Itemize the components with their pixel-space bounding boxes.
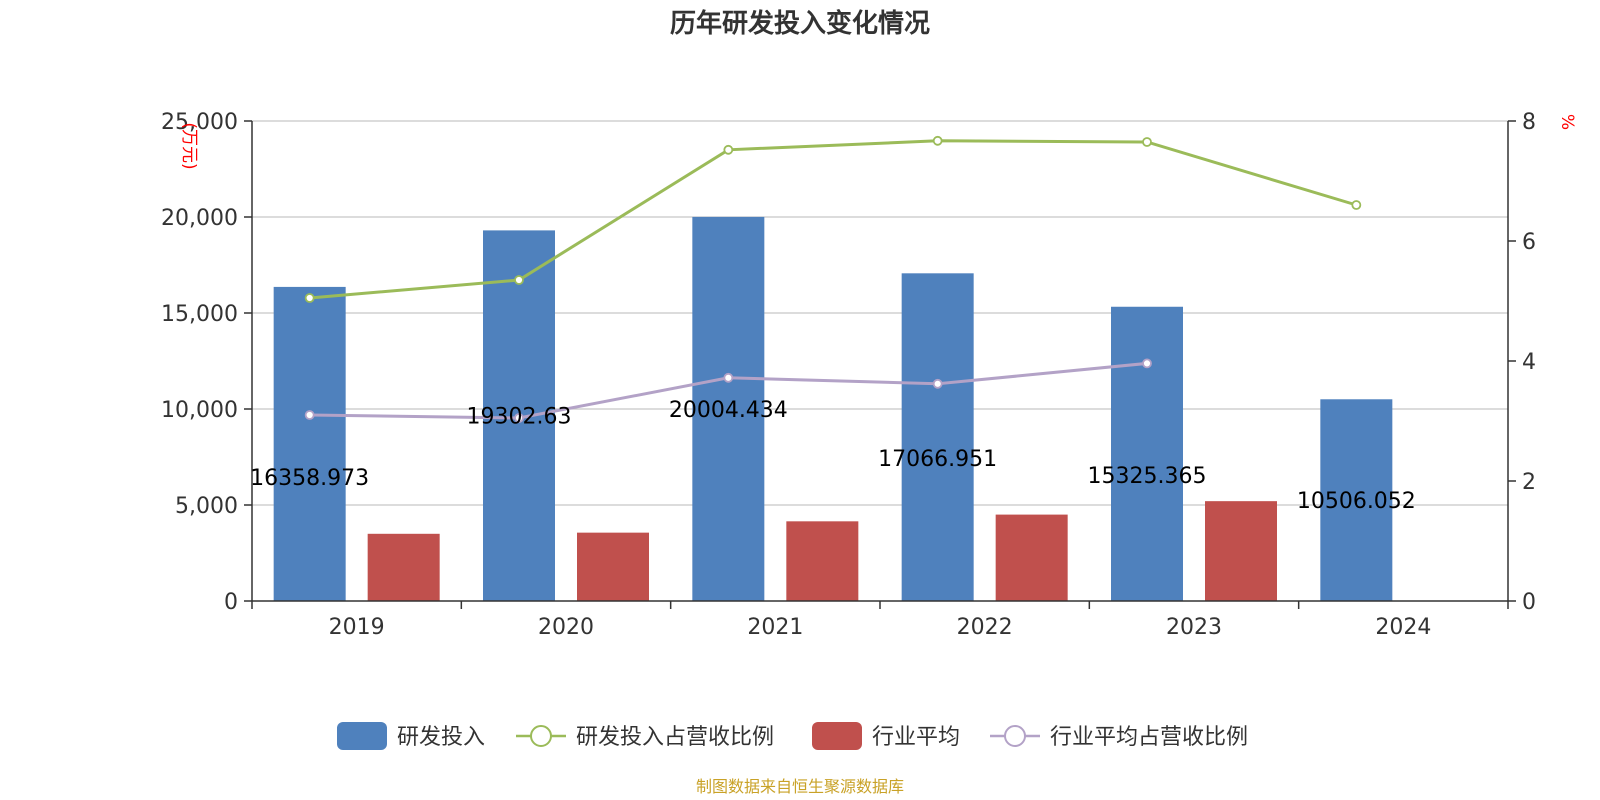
- bar-data-label: 20004.434: [669, 398, 788, 423]
- right-axis-tick-label: 0: [1522, 590, 1536, 615]
- line-point: [1142, 137, 1152, 147]
- legend-label: 研发投入占营收比例: [576, 725, 774, 750]
- right-axis-tick-label: 6: [1522, 230, 1536, 255]
- legend-label: 行业平均占营收比例: [1050, 725, 1248, 750]
- bar-data-label: 10506.052: [1297, 489, 1416, 514]
- bar-data-label: 16358.973: [250, 466, 369, 491]
- bar-rd-investment: [901, 273, 974, 601]
- bar-data-label: 19302.63: [467, 405, 572, 430]
- left-axis-unit: (万元): [179, 122, 199, 169]
- line-point: [514, 413, 524, 423]
- line-point: [304, 293, 315, 303]
- line-point: [514, 275, 524, 285]
- line-point: [304, 410, 315, 420]
- bar-industry-average: [577, 532, 649, 601]
- bar-industry-average: [1205, 501, 1277, 601]
- grid-lines: [252, 120, 1508, 506]
- bar-rd-investment: [1320, 399, 1393, 601]
- right-axis-tick-label: 4: [1522, 350, 1536, 375]
- bar-industry-average: [367, 533, 440, 601]
- line-point: [932, 135, 943, 146]
- source-note: 制图数据来自恒生聚源数据库: [696, 777, 904, 796]
- left-axis-tick-label: 0: [224, 590, 238, 615]
- legend-swatch-marker: [1004, 725, 1026, 747]
- left-axis-tick-label: 5,000: [175, 494, 238, 519]
- right-axis-tick-label: 8: [1522, 110, 1536, 135]
- axes: 0 5,000 10,000 15,000 20,000 25,000 0 2 4 6 8 2019 2…: [161, 110, 1536, 640]
- bar-rd-investment: [273, 286, 346, 601]
- legend-swatch-bar: [337, 722, 387, 750]
- bar-industry-average: [786, 521, 859, 601]
- x-axis-tick-label: 2020: [538, 615, 594, 640]
- bar-data-label: 17066.951: [878, 447, 997, 472]
- x-axis-tick-label: 2023: [1166, 615, 1222, 640]
- line-point: [1351, 200, 1362, 210]
- legend-swatch-marker: [530, 725, 552, 747]
- data-label-group: 16358.973 19302.63 20004.434 17066.951 15325…: [250, 398, 1416, 514]
- right-axis-unit: %: [1557, 114, 1577, 130]
- x-axis-tick-label: 2024: [1375, 615, 1431, 640]
- line-point: [932, 378, 943, 389]
- x-axis-tick-label: 2019: [329, 615, 385, 640]
- right-axis-tick-label: 2: [1522, 470, 1536, 495]
- x-axis-tick-label: 2021: [747, 615, 803, 640]
- bar-group: [273, 216, 1393, 602]
- left-axis-tick-label: 25,000: [161, 110, 238, 135]
- left-axis-tick-label: 15,000: [161, 302, 238, 327]
- chart-title: 历年研发投入变化情况: [670, 8, 930, 39]
- bar-rd-investment: [692, 216, 765, 602]
- series-line-1: [309, 139, 1357, 300]
- left-axis-tick-label: 20,000: [161, 206, 238, 231]
- line-group: [304, 135, 1362, 423]
- legend-label: 行业平均: [872, 725, 960, 750]
- bar-industry-average: [995, 514, 1068, 601]
- line-point: [723, 144, 734, 155]
- bar-rd-investment: [1111, 306, 1183, 601]
- x-axis-tick-label: 2022: [957, 615, 1013, 640]
- left-axis-tick-label: 10,000: [161, 398, 238, 423]
- legend: 研发投入 研发投入占营收比例 行业平均 行业平均占营收比例: [337, 722, 1248, 750]
- line-point: [1142, 358, 1152, 369]
- legend-label: 研发投入: [397, 725, 485, 750]
- legend-swatch-bar: [812, 722, 862, 750]
- line-point: [723, 372, 734, 383]
- bar-data-label: 15325.365: [1088, 464, 1207, 489]
